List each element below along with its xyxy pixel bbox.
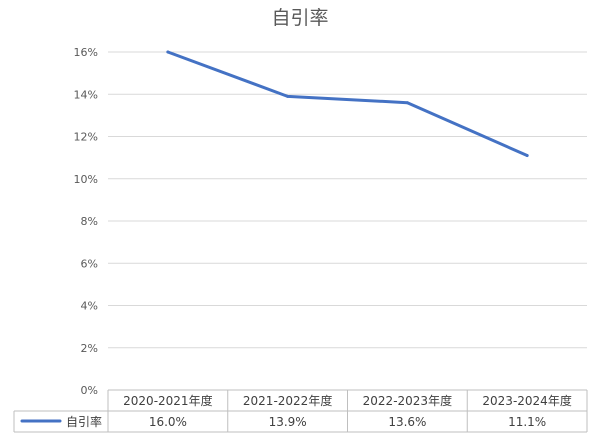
legend-series-name: 自引率 (66, 414, 102, 429)
category-label: 2021-2022年度 (243, 393, 332, 408)
y-tick-label: 12% (74, 131, 98, 144)
series-layer (166, 50, 529, 158)
series-line (166, 50, 529, 158)
y-tick-label: 16% (74, 46, 98, 59)
y-tick-label: 6% (81, 257, 98, 270)
y-tick-label: 2% (81, 342, 98, 355)
category-label: 2022-2023年度 (363, 393, 452, 408)
data-table-value: 13.9% (269, 415, 307, 429)
category-label: 2020-2021年度 (123, 393, 212, 408)
data-table-value: 16.0% (149, 415, 187, 429)
data-point (286, 94, 290, 98)
y-tick-label: 4% (81, 300, 98, 313)
data-point (525, 154, 529, 158)
chart-title: 自引率 (271, 7, 328, 29)
y-axis-ticks: 0% 2% 4% 6% 8% 10% 12% 14% 16% (74, 46, 98, 397)
data-table-value: 13.6% (388, 415, 426, 429)
data-point (405, 101, 409, 105)
data-table-value: 11.1% (508, 415, 546, 429)
y-tick-label: 8% (81, 215, 98, 228)
data-point (166, 50, 170, 54)
gridlines (108, 51, 587, 349)
category-label: 2023-2024年度 (482, 393, 571, 408)
data-table: 2020-2021年度 2021-2022年度 2022-2023年度 2023-20… (13, 389, 588, 433)
y-tick-label: 10% (74, 173, 98, 186)
y-tick-label: 14% (74, 88, 98, 101)
y-tick-label: 0% (81, 384, 98, 397)
